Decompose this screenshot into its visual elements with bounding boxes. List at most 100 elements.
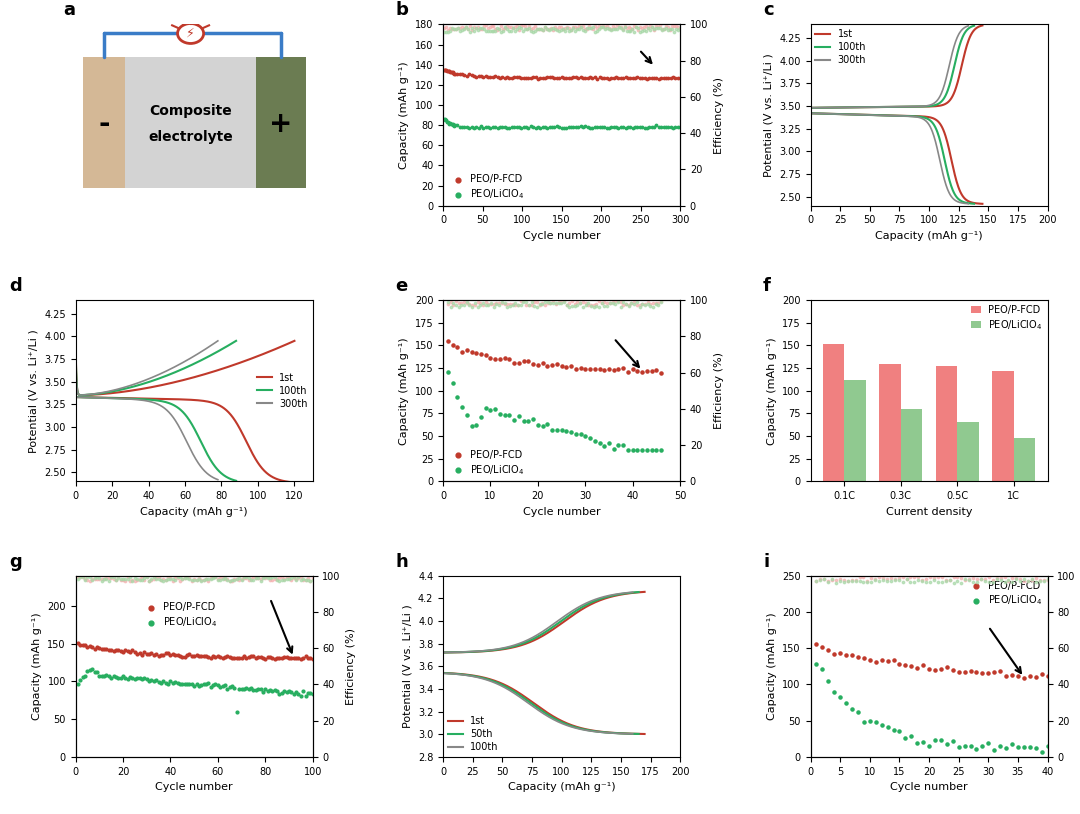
Point bbox=[471, 23, 488, 36]
Point bbox=[541, 71, 558, 84]
Point bbox=[1027, 742, 1044, 755]
Point bbox=[297, 574, 314, 587]
Point bbox=[949, 571, 967, 584]
Point bbox=[436, 63, 454, 77]
Point bbox=[477, 298, 495, 311]
Point bbox=[261, 650, 279, 663]
Point bbox=[496, 298, 513, 311]
Point bbox=[481, 20, 498, 33]
Point bbox=[929, 575, 946, 589]
Point bbox=[154, 649, 172, 662]
Point bbox=[604, 20, 621, 33]
Point bbox=[501, 409, 518, 422]
Point bbox=[240, 571, 257, 584]
Point bbox=[443, 65, 460, 78]
Point bbox=[224, 680, 241, 693]
Point bbox=[623, 296, 640, 309]
Point bbox=[984, 574, 1001, 587]
Point bbox=[906, 571, 923, 584]
Point bbox=[228, 705, 245, 718]
Point bbox=[176, 677, 193, 690]
Point bbox=[508, 71, 525, 84]
Point bbox=[494, 295, 511, 309]
Point bbox=[577, 25, 594, 38]
Point bbox=[902, 575, 919, 589]
Point bbox=[566, 24, 583, 37]
Point bbox=[571, 296, 589, 309]
X-axis label: Capacity (mAh g⁻¹): Capacity (mAh g⁻¹) bbox=[875, 231, 983, 241]
Point bbox=[129, 574, 146, 587]
Point bbox=[454, 24, 471, 37]
Point bbox=[619, 443, 636, 456]
Point bbox=[499, 298, 516, 311]
Point bbox=[638, 24, 656, 37]
Point bbox=[93, 572, 110, 585]
Point bbox=[667, 20, 685, 33]
Bar bbox=[845, 380, 866, 481]
Point bbox=[837, 697, 854, 710]
Point bbox=[896, 659, 914, 672]
Point bbox=[110, 644, 127, 657]
Point bbox=[238, 571, 255, 584]
Point bbox=[483, 297, 500, 310]
Point bbox=[1027, 571, 1044, 584]
Point bbox=[554, 23, 571, 36]
Point bbox=[988, 572, 1005, 585]
Point bbox=[926, 574, 943, 587]
Point bbox=[921, 576, 939, 589]
Point bbox=[445, 298, 462, 311]
Point bbox=[152, 573, 170, 586]
Point bbox=[501, 72, 518, 85]
Point bbox=[539, 71, 556, 84]
Point bbox=[230, 571, 247, 584]
Point bbox=[835, 574, 852, 587]
Point bbox=[230, 683, 247, 696]
Point bbox=[505, 414, 523, 427]
Point bbox=[214, 572, 231, 585]
X-axis label: Cycle number: Cycle number bbox=[523, 231, 600, 241]
Point bbox=[218, 650, 235, 663]
Point bbox=[962, 664, 980, 677]
Point bbox=[75, 671, 92, 684]
Point bbox=[162, 571, 179, 584]
Point bbox=[216, 678, 233, 691]
Point bbox=[953, 576, 970, 589]
Point bbox=[944, 663, 961, 676]
Point bbox=[600, 72, 618, 85]
Point bbox=[639, 297, 657, 310]
Point bbox=[624, 22, 642, 35]
Point bbox=[996, 575, 1013, 589]
Point bbox=[915, 659, 932, 672]
Point bbox=[131, 573, 148, 586]
Point bbox=[114, 573, 132, 586]
Point bbox=[212, 650, 229, 663]
Point bbox=[168, 676, 186, 689]
Point bbox=[615, 120, 632, 133]
Point bbox=[624, 443, 642, 456]
Text: electrolyte: electrolyte bbox=[148, 130, 233, 144]
Y-axis label: Capacity (mAh g⁻¹): Capacity (mAh g⁻¹) bbox=[400, 337, 409, 444]
Point bbox=[455, 21, 472, 34]
Point bbox=[1023, 572, 1040, 585]
Point bbox=[656, 23, 673, 36]
Point bbox=[849, 706, 866, 719]
Point bbox=[105, 571, 122, 584]
Point bbox=[168, 571, 186, 584]
Point bbox=[271, 575, 288, 588]
Point bbox=[580, 296, 597, 309]
Point bbox=[543, 120, 561, 133]
Point bbox=[1035, 574, 1052, 587]
Point bbox=[184, 649, 201, 662]
Point bbox=[448, 341, 465, 354]
Point bbox=[124, 644, 141, 657]
Point bbox=[612, 295, 630, 309]
Point bbox=[563, 23, 580, 36]
Point bbox=[937, 574, 955, 587]
Point bbox=[606, 21, 623, 34]
Y-axis label: Capacity (mAh g⁻¹): Capacity (mAh g⁻¹) bbox=[767, 613, 777, 720]
Point bbox=[451, 120, 469, 133]
Point bbox=[879, 654, 896, 667]
Point bbox=[160, 572, 177, 585]
Point bbox=[1015, 672, 1032, 685]
Point bbox=[545, 120, 563, 133]
